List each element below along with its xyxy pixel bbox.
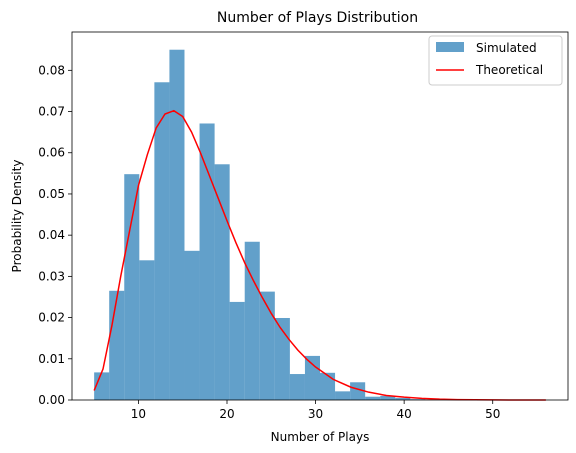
histogram-bar — [304, 355, 320, 400]
x-tick-label: 30 — [308, 407, 323, 421]
histogram-bar — [244, 241, 260, 400]
x-axis-ticks: 10 20 30 40 50 — [131, 400, 500, 421]
x-tick-label: 10 — [131, 407, 146, 421]
y-tick-label: 0.03 — [38, 269, 65, 283]
y-tick-label: 0.05 — [38, 187, 65, 201]
histogram-bar — [184, 250, 200, 400]
histogram-bars — [94, 49, 426, 401]
y-tick-label: 0.04 — [38, 228, 65, 242]
histogram-bar — [380, 395, 396, 400]
histogram-bar — [410, 399, 426, 400]
histogram-bar — [214, 164, 230, 400]
y-tick-label: 0.07 — [38, 105, 65, 119]
y-tick-label: 0.01 — [38, 352, 65, 366]
chart-title: Number of Plays Distribution — [217, 10, 418, 26]
histogram-bar — [139, 260, 155, 400]
histogram-bar — [320, 372, 336, 400]
x-tick-label: 20 — [219, 407, 234, 421]
histogram-bar — [124, 174, 140, 400]
histogram-bar — [289, 374, 305, 400]
x-axis-label: Number of Plays — [271, 430, 370, 444]
histogram-bar — [365, 396, 381, 400]
x-tick-label: 50 — [485, 407, 500, 421]
histogram-bar — [109, 290, 125, 400]
histogram-bar — [350, 382, 366, 400]
legend-label-simulated: Simulated — [476, 41, 537, 55]
histogram-bar — [154, 82, 170, 400]
histogram-bar — [274, 317, 290, 400]
legend-label-theoretical: Theoretical — [475, 63, 543, 77]
histogram-bar — [94, 372, 110, 400]
y-axis-label: Probability Density — [10, 160, 24, 273]
histogram-bar — [199, 123, 215, 400]
legend: Simulated Theoretical — [428, 35, 563, 86]
y-tick-label: 0.08 — [38, 63, 65, 77]
histogram-bar — [259, 291, 275, 400]
histogram-bar — [335, 391, 351, 400]
y-tick-label: 0.02 — [38, 311, 65, 325]
x-tick-label: 40 — [397, 407, 412, 421]
legend-swatch-simulated — [436, 42, 464, 52]
plot-area — [71, 31, 569, 401]
theoretical-curve — [93, 109, 546, 401]
plot-frame — [71, 31, 569, 401]
y-tick-label: 0.00 — [38, 393, 65, 407]
y-axis-ticks: 0.00 0.01 0.02 0.03 0.04 0.05 0.06 0.07 0.08 — [38, 63, 72, 407]
histogram-bar — [169, 49, 185, 401]
histogram-bar — [229, 301, 245, 400]
y-tick-label: 0.06 — [38, 146, 65, 160]
histogram-bar — [395, 397, 411, 400]
